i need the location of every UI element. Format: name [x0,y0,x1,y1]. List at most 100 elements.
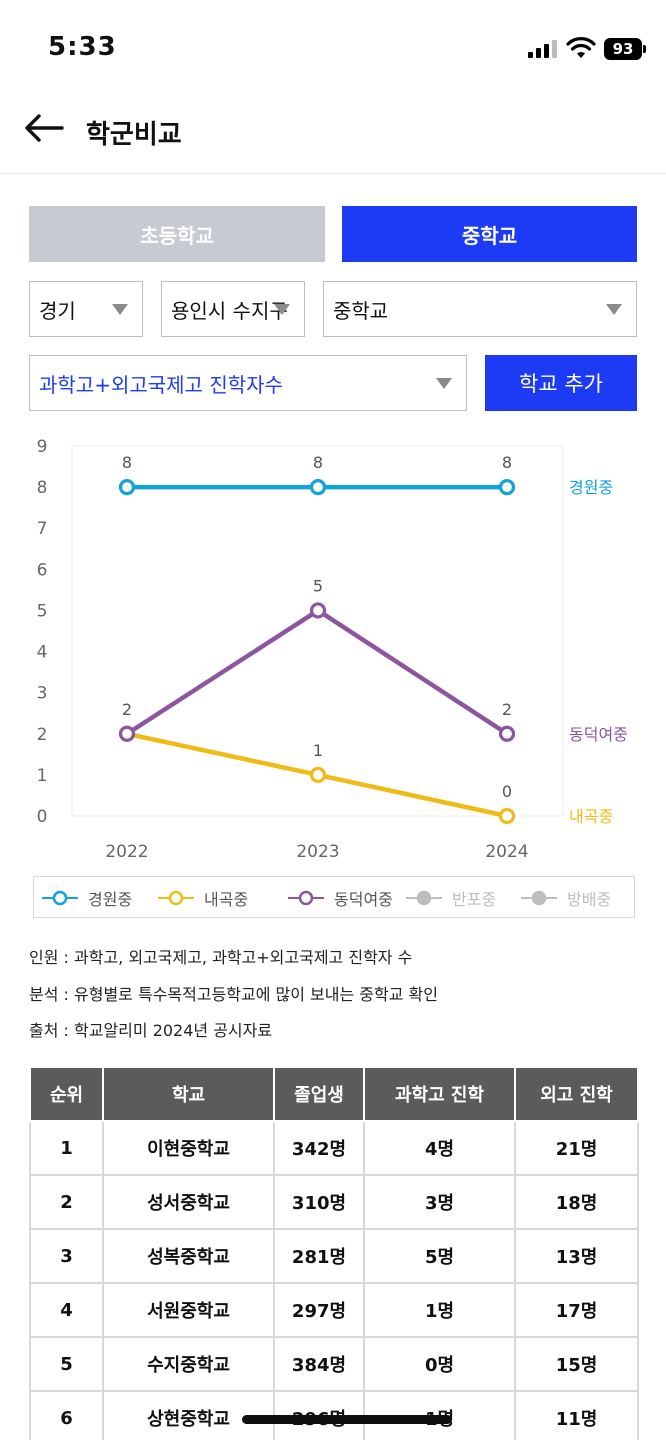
dropdown-arrow-icon [274,304,290,315]
legend-item[interactable]: 동덕여중 [288,885,393,911]
legend-marker-icon [406,890,442,906]
rank-cell: 6 [29,1390,104,1440]
science-high-cell: 5명 [363,1228,516,1284]
table-row[interactable]: 4 서원중학교 297명 1명 17명 [29,1282,639,1338]
legend-item[interactable]: 경원중 [42,885,132,911]
data-point [498,807,516,825]
y-tick-label: 3 [37,684,48,704]
column-header-foreign-lang-high: 외고 진학 [514,1066,639,1122]
table-row[interactable]: 1 이현중학교 342명 4명 21명 [29,1120,639,1176]
app-header: 학군비교 [0,96,666,174]
school-name-cell: 수지중학교 [102,1336,275,1392]
legend-label: 동덕여중 [334,890,393,909]
y-tick-label: 1 [37,766,48,786]
legend-item[interactable]: 내곡중 [158,885,248,911]
wifi-icon [566,37,596,58]
data-label: 8 [502,453,512,472]
science-high-cell: 4명 [363,1120,516,1176]
metric-select[interactable]: 과학고+외고국제고 진학자수 [29,355,467,411]
add-school-button[interactable]: 학교 추가 [485,355,637,411]
home-indicator [242,1415,452,1424]
column-header-graduates: 졸업생 [273,1066,365,1122]
rank-cell: 5 [29,1336,104,1392]
legend-marker-icon [158,890,194,906]
legend-label: 반포중 [452,890,497,909]
data-label: 8 [122,453,132,472]
metric-select-value: 과학고+외고국제고 진학자수 [39,372,283,397]
data-point [498,479,516,496]
x-tick-label: 2024 [485,842,528,862]
plot-area-border [71,445,564,817]
school-name-cell: 서원중학교 [102,1282,275,1338]
region-select-value: 경기 [39,298,76,323]
data-point [498,725,516,742]
series-end-label: 동덕여중 [569,725,628,744]
foreign-lang-high-cell: 21명 [514,1120,639,1176]
y-tick-label: 6 [37,560,48,580]
data-point [118,479,136,496]
legend-item[interactable]: 방배중 [521,885,611,911]
data-label: 2 [122,700,132,719]
legend-item[interactable]: 반포중 [406,885,496,911]
school-name-cell: 이현중학교 [102,1120,275,1176]
data-point [309,602,327,619]
school-name-cell: 상현중학교 [102,1390,275,1440]
rank-cell: 4 [29,1282,104,1338]
foreign-lang-high-cell: 18명 [514,1174,639,1230]
dropdown-arrow-icon [606,304,622,315]
graduates-cell: 384명 [273,1336,365,1392]
y-tick-label: 7 [37,519,48,539]
science-high-cell: 3명 [363,1174,516,1230]
science-high-cell: 0명 [363,1336,516,1392]
data-label: 8 [313,453,323,472]
ranking-table: 순위 학교 졸업생 과학고 진학 외고 진학 1 이현중학교 342명 4명 21명 2 성… [29,1066,639,1440]
series-line [125,608,509,736]
graduates-cell: 281명 [273,1228,365,1284]
column-header-rank: 순위 [29,1066,104,1122]
graduates-cell: 342명 [273,1120,365,1176]
y-tick-label: 4 [37,643,48,663]
x-tick-label: 2022 [105,842,148,862]
legend-label: 방배중 [567,890,612,909]
y-tick-label: 0 [37,807,48,827]
note-source: 출처 : 학교알리미 2024년 공시자료 [29,1021,273,1040]
table-row[interactable]: 3 성복중학교 281명 5명 13명 [29,1228,639,1284]
chart-legend: 경원중 내곡중 동덕여중 반포중 방배중 [33,876,635,918]
dropdown-arrow-icon [436,378,452,389]
status-time: 5:33 [48,32,117,62]
battery-tip [643,45,646,53]
tab-middle-school[interactable]: 중학교 [342,206,637,262]
rank-cell: 1 [29,1120,104,1176]
school-name-cell: 성복중학교 [102,1228,275,1284]
school-level-select[interactable]: 중학교 [323,281,637,337]
back-arrow-icon[interactable] [22,112,66,144]
region-select[interactable]: 경기 [29,281,143,337]
legend-marker-icon [288,890,324,906]
graduates-cell: 297명 [273,1282,365,1338]
legend-label: 내곡중 [204,890,249,909]
table-row[interactable]: 2 성서중학교 310명 3명 18명 [29,1174,639,1230]
rank-cell: 2 [29,1174,104,1230]
data-point [118,725,136,742]
foreign-lang-high-cell: 11명 [514,1390,639,1440]
graduates-cell: 310명 [273,1174,365,1230]
legend-marker-icon [42,890,78,906]
school-name-cell: 성서중학교 [102,1174,275,1230]
y-tick-label: 5 [37,601,48,621]
y-tick-label: 8 [37,478,48,498]
note-count: 인원 : 과학고, 외고국제고, 과학고+외고국제고 진학자 수 [29,948,413,967]
column-header-school: 학교 [102,1066,275,1122]
y-tick-label: 2 [37,725,48,745]
table-row[interactable]: 5 수지중학교 384명 0명 15명 [29,1336,639,1392]
tab-elementary-school[interactable]: 초등학교 [29,206,325,262]
foreign-lang-high-cell: 13명 [514,1228,639,1284]
city-select[interactable]: 용인시 수지구 [161,281,305,337]
data-label: 5 [313,576,323,595]
legend-label: 경원중 [88,890,133,909]
table-header-row: 순위 학교 졸업생 과학고 진학 외고 진학 [29,1066,639,1122]
y-tick-label: 9 [37,437,48,457]
school-level-select-value: 중학교 [333,298,389,323]
science-high-cell: 1명 [363,1282,516,1338]
cellular-signal-icon [528,40,560,58]
